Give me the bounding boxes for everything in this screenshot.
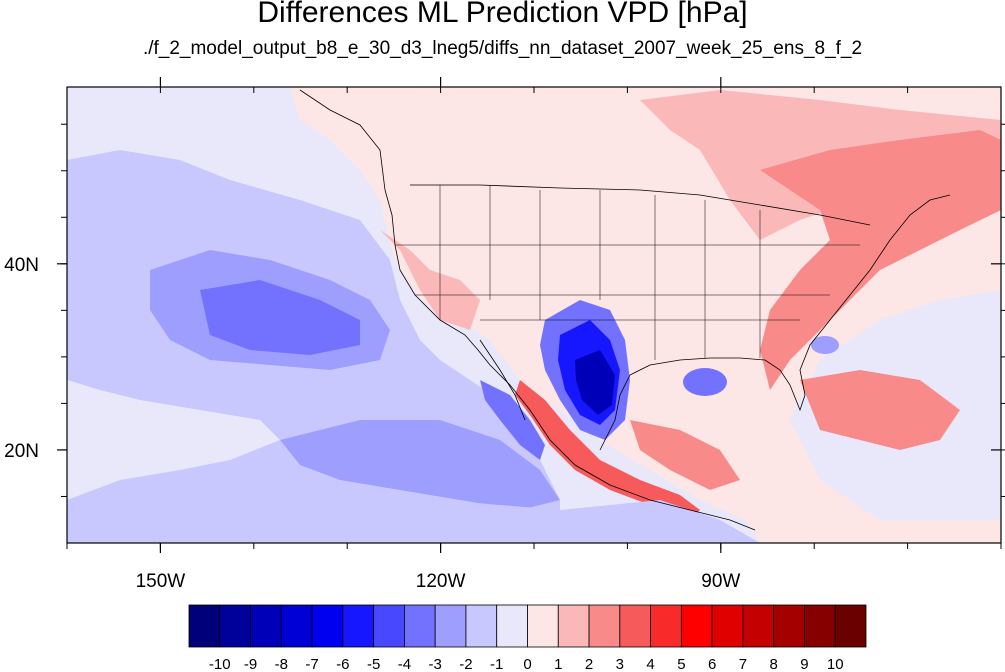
positive-region-gulf <box>800 370 960 450</box>
x-tick-label: 120W <box>416 571 466 592</box>
colorbar-label: -8 <box>275 656 288 672</box>
colorbar-swatch <box>834 604 867 648</box>
colorbar-swatch <box>434 604 467 648</box>
positive-region-west <box>380 230 480 330</box>
colorbar-swatch <box>188 604 221 648</box>
colorbar-label: -3 <box>429 656 442 672</box>
colorbar-label: -2 <box>459 656 472 672</box>
colorbar-label: -6 <box>336 656 349 672</box>
colorbar-label: -7 <box>305 656 318 672</box>
colorbar-swatch <box>465 604 498 648</box>
colorbar-label: -4 <box>398 656 411 672</box>
colorbar-label: 6 <box>708 656 716 672</box>
x-tick-label: 90W <box>701 571 740 592</box>
colorbar: -10 -9 -8 -7 -6 -5 -4 -3 -2 -1 0 1 2 3 4 5 6 7 8 9 10 <box>188 604 867 672</box>
colorbar-label: -1 <box>490 656 503 672</box>
colorbar-swatch <box>311 604 344 648</box>
colorbar-label: -9 <box>244 656 257 672</box>
colorbar-label: 3 <box>616 656 624 672</box>
colorbar-swatch <box>619 604 651 648</box>
colorbar-label: 5 <box>677 656 685 672</box>
colorbar-swatch <box>804 604 836 648</box>
colorbar-label: 4 <box>646 656 654 672</box>
positive-region-mexico <box>630 420 740 490</box>
colorbar-swatch <box>557 604 590 648</box>
negative-region-gulf <box>683 368 727 396</box>
colorbar-swatch <box>588 604 621 648</box>
x-axis-ticks: 150W 120W 90W <box>66 77 1002 592</box>
y-tick-label: 20N <box>4 441 39 462</box>
colorbar-swatch <box>280 604 313 648</box>
colorbar-label: 8 <box>770 656 778 672</box>
y-axis-ticks: 40N 20N <box>4 123 1005 497</box>
x-tick-label: 150W <box>136 571 186 592</box>
state-borders <box>395 185 860 360</box>
negative-region-baja <box>480 380 545 460</box>
colorbar-label: 10 <box>827 656 844 672</box>
colorbar-label: 7 <box>739 656 747 672</box>
negative-region-south <box>280 420 560 510</box>
colorbar-label: -10 <box>209 656 231 672</box>
colorbar-label: 1 <box>554 656 562 672</box>
colorbar-swatch <box>650 604 682 648</box>
negative-region-lower <box>67 490 760 543</box>
colorbar-label: 0 <box>523 656 531 672</box>
positive-region-coast <box>515 380 700 520</box>
colorbar-swatch <box>711 604 744 648</box>
colorbar-swatch <box>219 604 251 648</box>
positive-region-east <box>760 130 1001 390</box>
colorbar-label: 2 <box>585 656 593 672</box>
map-panel <box>67 87 1001 543</box>
colorbar-swatch <box>773 604 805 648</box>
colorbar-swatch <box>496 604 528 648</box>
negative-core-inner <box>575 350 615 415</box>
map-subtitle: ./f_2_model_output_b8_e_30_d3_lneg5/diff… <box>142 38 863 59</box>
colorbar-swatch <box>404 604 436 648</box>
colorbar-label: -5 <box>367 656 380 672</box>
y-tick-label: 40N <box>4 255 39 276</box>
colorbar-swatch <box>527 604 559 648</box>
negative-region-atlantic <box>811 336 839 354</box>
coastlines <box>299 89 951 531</box>
negative-region-pacific-3 <box>200 280 360 355</box>
colorbar-swatch <box>342 604 375 648</box>
colorbar-swatch <box>373 604 405 648</box>
colorbar-swatch <box>250 604 282 648</box>
colorbar-swatch <box>680 604 713 648</box>
map-title: Differences ML Prediction VPD [hPa] <box>257 0 748 29</box>
colorbar-label: 9 <box>800 656 808 672</box>
colorbar-swatch <box>742 604 775 648</box>
